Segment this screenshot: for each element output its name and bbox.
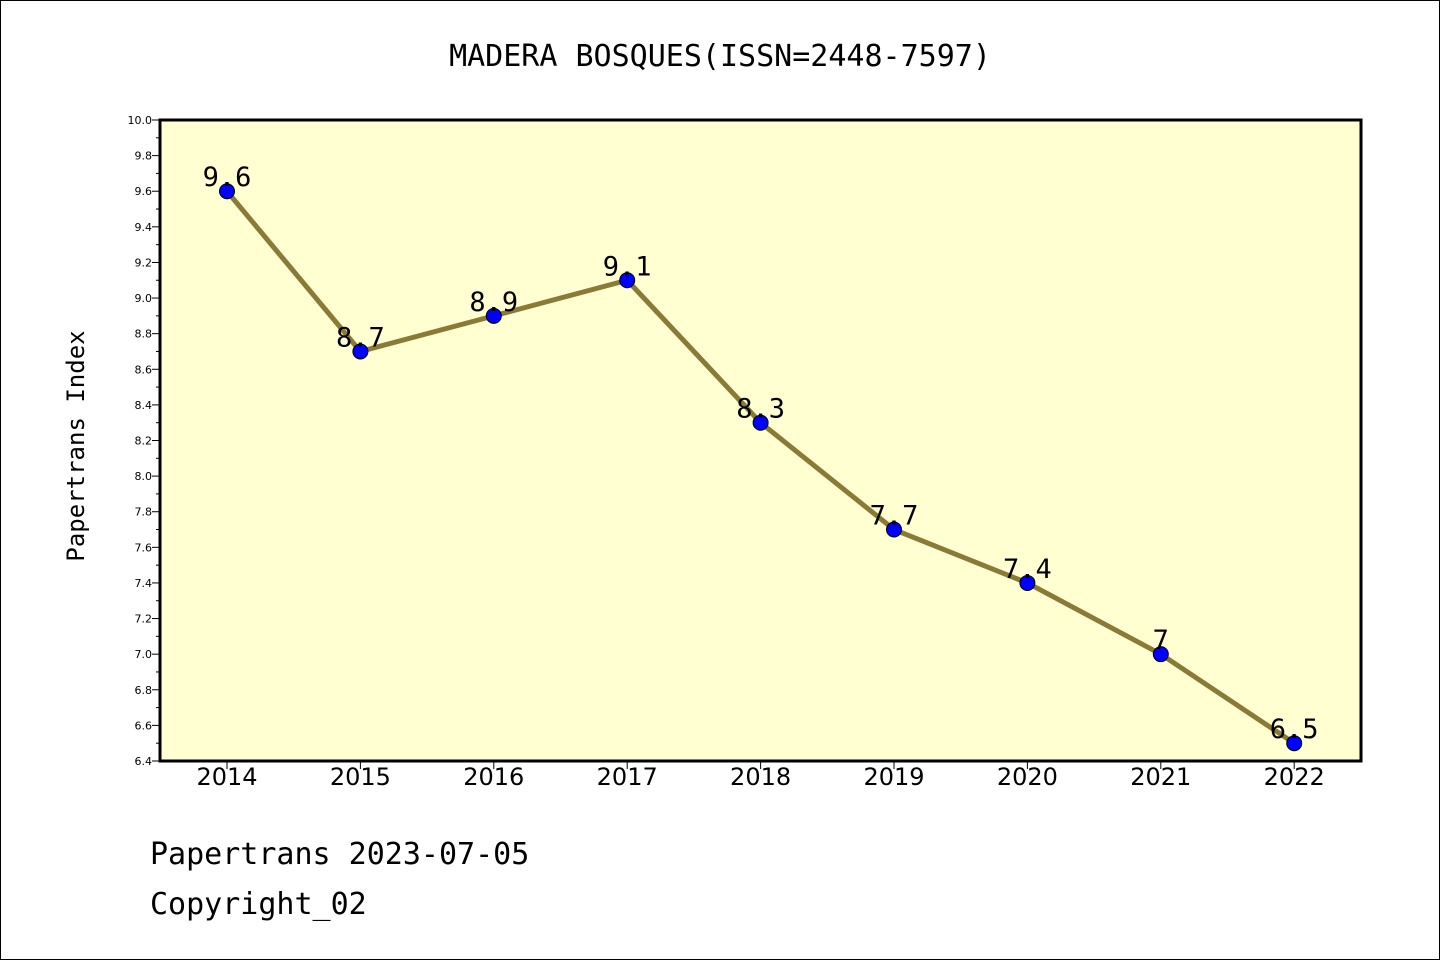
x-axis: 2014 2015 2016 2017 2018 2019 2020 2021 2022 bbox=[196, 761, 1325, 791]
y-tick-label: 8.8 bbox=[135, 328, 153, 341]
x-tick-label: 2022 bbox=[1264, 763, 1325, 791]
data-point bbox=[352, 343, 369, 360]
data-label: 9.6 bbox=[203, 162, 252, 193]
data-label: 8.3 bbox=[736, 394, 785, 425]
data-point bbox=[485, 307, 502, 324]
y-tick-label: 7.4 bbox=[135, 577, 153, 590]
footer-copyright: Copyright_02 bbox=[150, 887, 367, 922]
data-point bbox=[1286, 735, 1303, 752]
y-tick-label: 8.2 bbox=[135, 435, 153, 448]
chart-title: MADERA BOSQUES(ISSN=2448-7597) bbox=[449, 39, 991, 74]
data-label: 7.4 bbox=[1003, 554, 1052, 585]
y-tick-label: 7.8 bbox=[135, 506, 153, 519]
x-tick-label: 2017 bbox=[597, 763, 658, 791]
x-tick-label: 2021 bbox=[1130, 763, 1191, 791]
y-tick-label: 7.0 bbox=[135, 648, 153, 661]
x-tick-label: 2016 bbox=[463, 763, 524, 791]
y-tick-label: 9.4 bbox=[135, 221, 153, 234]
data-point bbox=[619, 272, 636, 289]
y-tick-label: 8.4 bbox=[135, 399, 153, 412]
y-tick-label: 6.8 bbox=[135, 684, 153, 697]
data-point bbox=[1019, 574, 1036, 591]
y-tick-label: 7.6 bbox=[135, 541, 153, 554]
data-labels: 9.6 8.7 8.9 9.1 8.3 7.7 7.4 7 6.5 bbox=[203, 162, 1319, 745]
x-tick-label: 2014 bbox=[196, 763, 257, 791]
data-label: 8.9 bbox=[469, 287, 518, 318]
y-axis: 6.4 6.6 6.8 7.0 7.2 7.4 7.6 7.8 8.0 8.2 8.4 8.6 8.8 9… bbox=[128, 114, 160, 768]
x-tick-label: 2015 bbox=[330, 763, 391, 791]
x-tick-label: 2018 bbox=[730, 763, 791, 791]
data-point bbox=[752, 414, 769, 431]
y-tick-label: 6.4 bbox=[135, 755, 153, 768]
data-point bbox=[886, 521, 902, 538]
data-label: 7 bbox=[1153, 625, 1169, 656]
y-axis-label: Papertrans Index bbox=[62, 330, 90, 561]
x-tick-label: 2020 bbox=[997, 763, 1058, 791]
data-point bbox=[219, 183, 235, 200]
y-tick-label: 9.0 bbox=[135, 292, 153, 305]
x-tick-label: 2019 bbox=[863, 763, 924, 791]
y-tick-label: 8.6 bbox=[135, 363, 153, 376]
y-tick-label: 8.0 bbox=[135, 470, 153, 483]
data-label: 7.7 bbox=[870, 501, 919, 532]
data-points bbox=[219, 183, 1303, 752]
data-point bbox=[1152, 646, 1169, 663]
data-label: 9.1 bbox=[603, 251, 652, 282]
footer-date: Papertrans 2023-07-05 bbox=[150, 837, 529, 872]
y-tick-label: 6.6 bbox=[135, 719, 153, 732]
y-tick-label: 9.2 bbox=[135, 256, 153, 269]
y-tick-label: 7.2 bbox=[135, 613, 153, 626]
y-tick-label: 9.6 bbox=[135, 185, 153, 198]
data-label: 8.7 bbox=[336, 322, 385, 353]
data-label: 6.5 bbox=[1270, 714, 1319, 745]
y-tick-label: 9.8 bbox=[135, 150, 153, 163]
y-tick-label: 10.0 bbox=[128, 114, 153, 127]
